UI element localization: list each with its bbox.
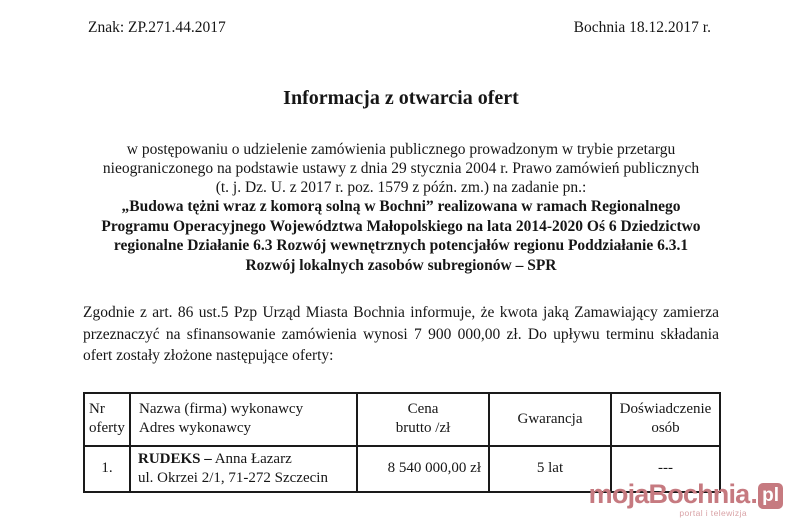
col-header-offer-no: Nr oferty: [83, 391, 131, 447]
offers-table: Nr oferty Nazwa (firma) wykonawcy Adres …: [83, 391, 721, 493]
announcement-paragraph: Zgodnie z art. 86 ust.5 Pzp Urząd Miasta…: [83, 304, 719, 364]
watermark-tld-badge: pl: [758, 483, 783, 509]
col-header-warranty: Gwarancja: [488, 391, 612, 447]
watermark-dot: .: [750, 479, 758, 509]
cell-offer-no: 1.: [83, 444, 131, 493]
document-title: Informacja z otwarcia ofert: [283, 87, 519, 109]
project-title: „Budowa tężni wraz z komorą solną w Boch…: [101, 198, 701, 274]
col-header-price: Cena brutto /zł: [356, 391, 490, 447]
watermark-logo: mojaBochnia. pl: [588, 479, 783, 509]
document-page: Znak: ZP.271.44.2017 Bochnia 18.12.2017 …: [83, 18, 721, 493]
cell-price: 8 540 000,00 zł: [356, 444, 490, 493]
cell-warranty: 5 lat: [488, 444, 612, 493]
document-date: Bochnia 18.12.2017 r.: [573, 19, 711, 36]
intro-paragraph: w postępowaniu o udzielenie zamówienia p…: [102, 141, 700, 196]
watermark-tagline: portal i telewizja: [679, 508, 747, 518]
document-reference: Znak: ZP.271.44.2017: [88, 19, 226, 36]
watermark: mojaBochnia. pl portal i telewizja: [588, 479, 783, 518]
watermark-brand: mojaBochnia: [588, 479, 751, 509]
contractor-name: RUDEKS – Anna Łazarz: [138, 450, 292, 467]
cell-contractor: RUDEKS – Anna Łazarz ul. Okrzei 2/1, 71-…: [129, 444, 358, 493]
table-row: 1. RUDEKS – Anna Łazarz ul. Okrzei 2/1, …: [83, 444, 721, 493]
offers-table-header-row: Nr oferty Nazwa (firma) wykonawcy Adres …: [83, 391, 721, 447]
col-header-experience: Doświadczenie osób: [610, 391, 721, 447]
col-header-contractor: Nazwa (firma) wykonawcy Adres wykonawcy: [129, 391, 358, 447]
contractor-address: ul. Okrzei 2/1, 71-272 Szczecin: [138, 469, 328, 486]
cell-experience: ---: [610, 444, 721, 493]
document-header: Znak: ZP.271.44.2017 Bochnia 18.12.2017 …: [83, 18, 719, 37]
